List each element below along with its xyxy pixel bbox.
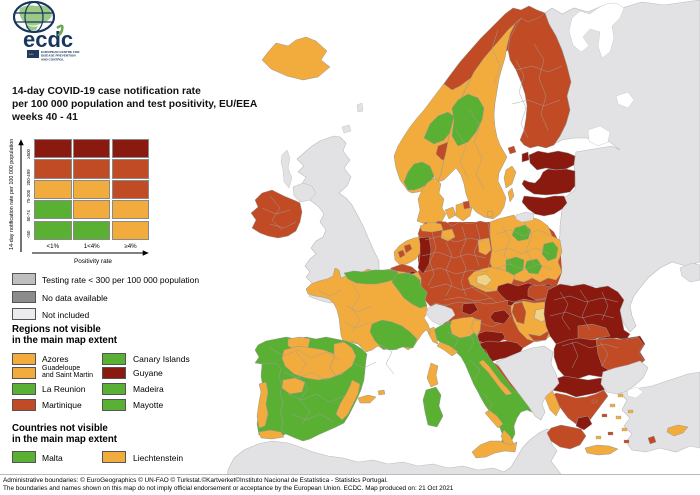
svg-text:75-200: 75-200 [26,189,31,203]
svg-text:ecdc: ecdc [23,27,73,52]
svg-text:EUROPEAN CENTRE FOR: EUROPEAN CENTRE FOR [41,50,80,54]
svg-text:200-499: 200-499 [26,169,31,186]
svg-text:≥500: ≥500 [26,148,31,158]
svg-text:<1%: <1% [47,243,60,250]
svg-text:≥4%: ≥4% [124,243,137,250]
svg-text:<50: <50 [26,230,31,238]
svg-text:***: *** [29,52,34,57]
svg-text:1<4%: 1<4% [84,243,100,250]
svg-text:AND CONTROL: AND CONTROL [41,57,64,61]
svg-text:DISEASE PREVENTION: DISEASE PREVENTION [41,54,76,58]
svg-text:14-day notification rate per 1: 14-day notification rate per 100 000 pop… [9,139,15,250]
svg-text:Positivity rate: Positivity rate [74,258,112,265]
svg-text:50-74: 50-74 [26,210,31,222]
